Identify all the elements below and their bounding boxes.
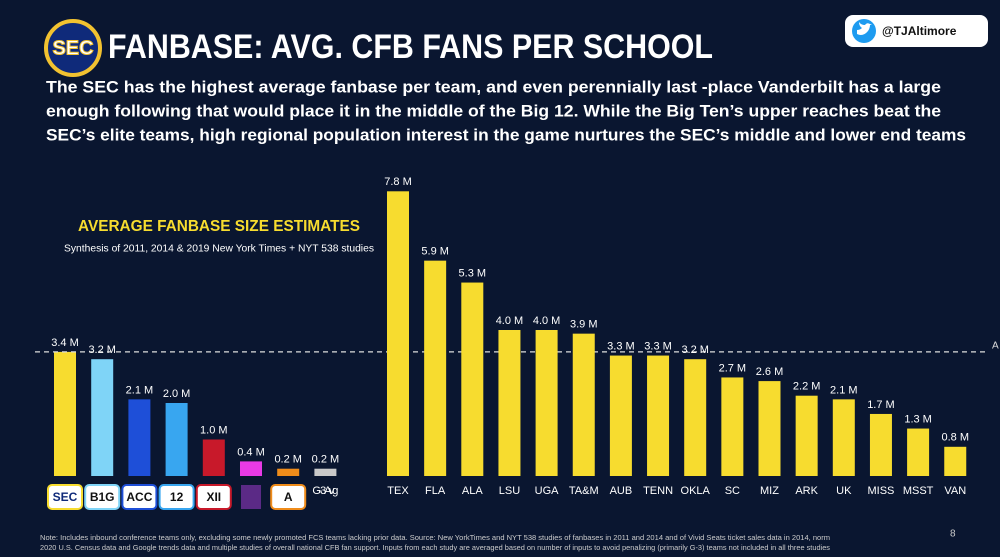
category-label: A [284, 490, 293, 504]
bar [128, 399, 151, 476]
category-logo [270, 484, 307, 510]
value-label: 2.1 M [830, 384, 858, 396]
bar [91, 359, 114, 476]
category-logo [47, 484, 83, 510]
bar [387, 191, 409, 477]
value-label: 0.4 M [237, 446, 265, 458]
category-label: LSU [499, 485, 520, 497]
charts: AVERAGE FANBASE SIZE ESTIMATES Synthesis … [35, 176, 999, 510]
category-label: ALA [462, 485, 483, 497]
body-line: The SEC has the highest average fanbase … [46, 77, 941, 96]
twitter-bird [857, 22, 872, 35]
value-label: 2.0 M [163, 388, 191, 400]
bar [498, 330, 521, 476]
category-label: 12 [170, 490, 184, 504]
category-label: XII [206, 490, 221, 504]
bar [240, 461, 262, 476]
category-label: TEX [387, 485, 409, 497]
category-logo [158, 484, 195, 510]
category-label: MIZ [760, 485, 779, 497]
value-label: 0.8 M [941, 432, 969, 444]
bar [609, 355, 632, 476]
category-logo [241, 485, 261, 509]
value-label: 3.3 M [644, 340, 672, 352]
reference-label: A [992, 341, 999, 352]
category-label: ARK [795, 485, 818, 497]
category-label: SEC [53, 490, 78, 504]
category-label: MISS [867, 485, 894, 497]
value-label: 0.2 M [312, 454, 340, 466]
body-text: The SEC has the highest average fanbase … [46, 77, 966, 144]
value-label: 7.8 M [384, 176, 412, 188]
body-line: SEC’s elite teams, high regional populat… [46, 125, 966, 144]
category-label: G-3 Avg [312, 485, 338, 497]
bar [535, 330, 558, 476]
bar [202, 439, 225, 476]
category-label: B1G [90, 490, 115, 504]
value-label: 2.2 M [793, 381, 821, 393]
value-label: 2.6 M [756, 366, 784, 378]
bar [795, 395, 818, 476]
value-label: 0.2 M [274, 454, 302, 466]
bar [314, 468, 337, 476]
bar [944, 446, 967, 476]
footnote: Note: Includes inbound conference teams … [40, 533, 830, 542]
bar [572, 333, 595, 476]
page-title: FANBASE: AVG. CFB FANS PER SCHOOL [108, 28, 713, 66]
page-number: 8 [950, 529, 956, 540]
value-label: 3.3 M [607, 340, 635, 352]
bar [277, 468, 300, 476]
chart-title: AVERAGE FANBASE SIZE ESTIMATES [78, 218, 360, 235]
bar [758, 381, 781, 476]
category-label: MSST [903, 485, 934, 497]
value-label: 5.9 M [421, 246, 449, 258]
sec-logo-text: SEC [52, 37, 93, 59]
category-label: TENN [643, 485, 673, 497]
bar [647, 355, 670, 476]
chart-subtitle: Synthesis of 2011, 2014 & 2019 New York … [64, 244, 374, 255]
bar [907, 428, 930, 476]
twitter-handle: @TJAltimore [882, 24, 957, 38]
category-label: VAN [944, 485, 966, 497]
value-label: 3.2 M [88, 344, 116, 356]
category-label: SC [725, 485, 740, 497]
bar [832, 399, 855, 476]
value-label: 1.0 M [200, 424, 228, 436]
sec-logo [44, 19, 102, 77]
twitter-badge [845, 15, 988, 47]
bar [721, 377, 744, 476]
category-label: ACC [126, 490, 152, 504]
bar [54, 351, 76, 476]
bar [461, 282, 484, 476]
bar [165, 403, 188, 476]
category-label: AUB [610, 485, 633, 497]
category-label: TA&M [569, 485, 599, 497]
footnote: 2020 U.S. Census data and Google trends … [40, 543, 830, 552]
value-label: 1.3 M [904, 413, 932, 425]
value-label: 2.7 M [719, 362, 747, 374]
value-label: 3.9 M [570, 319, 598, 331]
bar [869, 413, 892, 476]
bar [684, 359, 707, 476]
value-label: 2.1 M [126, 384, 154, 396]
value-label: 4.0 M [533, 315, 561, 327]
category-logo [121, 484, 158, 510]
value-label: 3.4 M [51, 337, 79, 349]
category-logo [195, 484, 232, 510]
value-label: 5.3 M [459, 267, 487, 279]
value-label: 3.2 M [681, 344, 709, 356]
category-logo [84, 484, 121, 510]
value-label: 1.7 M [867, 399, 895, 411]
bar [424, 260, 447, 476]
category-label: OKLA [681, 485, 711, 497]
category-label: UGA [535, 485, 560, 497]
body-line: enough following that would place it in … [46, 101, 941, 120]
category-label: FLA [425, 485, 446, 497]
value-label: 4.0 M [496, 315, 524, 327]
category-label: UK [836, 485, 852, 497]
